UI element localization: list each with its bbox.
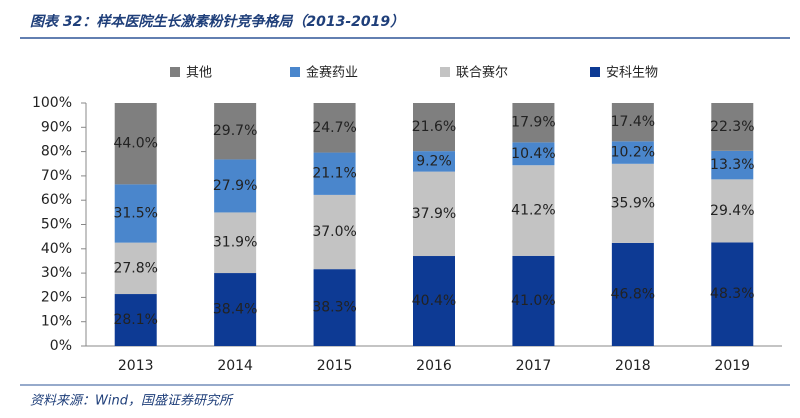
x-tick-label: 2018 [615,358,651,374]
data-label: 46.8% [611,286,655,302]
source: 资料来源：Wind，国盛证券研究所 [30,393,234,409]
data-label: 37.9% [412,206,456,222]
bar-segment [711,242,754,346]
bar-segment [611,163,654,243]
y-tick-label: 20% [41,289,72,305]
bar-segment [611,141,654,164]
data-label: 27.9% [213,178,257,194]
bar-segment [214,273,257,346]
bar-segment [114,103,157,185]
x-tick-label: 2015 [317,358,353,374]
bar-segment [214,103,257,160]
x-tick-label: 2014 [217,358,253,374]
legend-label: 安科生物 [606,66,658,81]
bar-segment [711,103,754,151]
bar-segment [413,256,455,346]
y-tick-label: 100% [32,95,72,111]
data-label: 38.3% [312,300,356,316]
legend-swatch [170,67,180,77]
bar-segment [512,142,555,166]
data-label: 29.7% [213,123,257,139]
data-label: 40.4% [412,293,456,309]
y-tick-label: 40% [41,241,72,257]
y-tick-label: 80% [41,144,72,160]
bar-segment [611,242,654,346]
bar-segment [611,103,654,142]
data-label: 38.4% [213,302,257,318]
data-label: 21.1% [312,166,356,182]
bar-segment [413,171,455,257]
bar-segment [711,150,754,180]
bar-segment [114,242,157,295]
y-tick-label: 70% [41,168,72,184]
bar-segment [214,212,257,274]
bar-segment [114,184,157,243]
y-tick-label: 50% [41,217,72,233]
data-label: 41.0% [511,293,555,309]
y-tick-label: 90% [41,119,72,135]
data-label: 24.7% [312,120,356,136]
bar-segment [512,165,555,256]
y-tick-label: 10% [41,314,72,330]
y-tick-label: 60% [41,192,72,208]
chart-title: 图表 32：样本医院生长激素粉针竞争格局（2013-2019） [30,13,404,30]
x-tick-label: 2019 [714,358,750,374]
data-label: 41.2% [511,203,555,219]
bar-segment [512,103,555,143]
data-label: 22.3% [710,119,754,135]
bar-segment [313,269,356,346]
bar-segment [711,179,754,243]
legend-swatch [440,67,450,77]
data-label: 44.0% [113,136,157,152]
legend-swatch [290,67,300,77]
data-label: 27.8% [113,260,157,276]
data-label: 13.3% [710,157,754,173]
bar-segment [512,255,555,346]
x-tick-label: 2017 [516,358,552,374]
data-label: 37.0% [312,224,356,240]
bar-segment [313,152,356,195]
legend-swatch [590,67,600,77]
bar-segment [313,194,356,270]
bar-segment [313,103,356,153]
data-label: 10.2% [611,145,655,161]
y-tick-label: 30% [41,265,72,281]
bar-segment [413,151,455,172]
data-label: 17.9% [511,115,555,131]
bar-segment [413,103,455,152]
data-label: 48.3% [710,286,754,302]
x-tick-label: 2016 [416,358,452,374]
data-label: 31.5% [113,205,157,221]
data-label: 29.4% [710,203,754,219]
legend-label: 联合赛尔 [456,65,508,81]
y-tick-label: 0% [50,338,72,354]
legend-label: 其他 [186,66,212,81]
bar-segment [214,159,257,213]
data-label: 10.4% [511,146,555,162]
data-label: 9.2% [416,153,452,169]
x-tick-label: 2013 [118,358,154,374]
bar-segment [114,294,157,346]
data-label: 31.9% [213,235,257,251]
data-label: 17.4% [611,114,655,130]
data-label: 35.9% [611,195,655,211]
legend-label: 金赛药业 [306,65,358,81]
data-label: 21.6% [412,119,456,135]
data-label: 28.1% [113,312,157,328]
